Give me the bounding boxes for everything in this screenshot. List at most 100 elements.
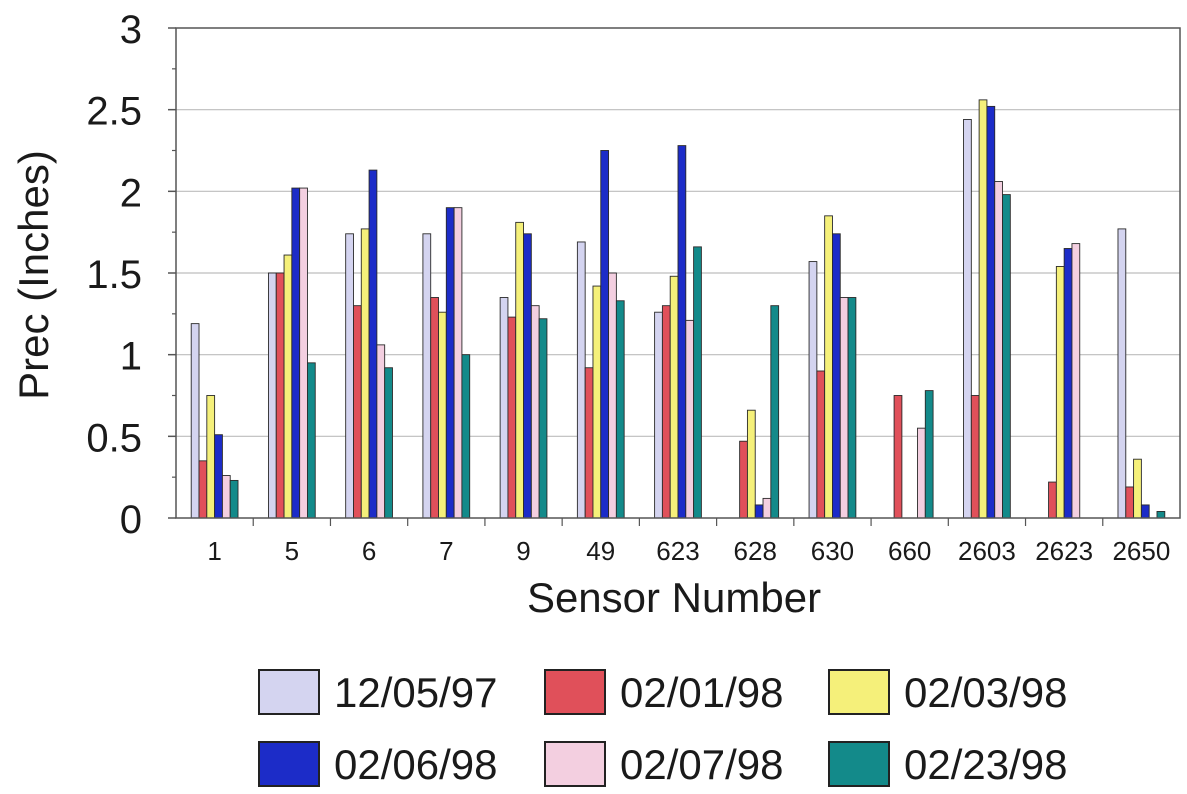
x-tick-label: 6: [362, 536, 376, 566]
bar-02-03-98-sensor-2650: [1133, 458, 1142, 519]
x-tick-label: 9: [516, 536, 530, 566]
bar-02-01-98-sensor-660: [893, 395, 903, 519]
x-tick-label: 660: [888, 536, 931, 566]
legend-swatch: [828, 741, 890, 787]
bar-02-06-98-sensor-1: [214, 434, 223, 519]
bar-02-03-98-sensor-623: [669, 275, 679, 519]
x-tick-label: 5: [285, 536, 299, 566]
x-tick-label: 2603: [958, 536, 1016, 566]
bar-02-23-98-sensor-630: [847, 297, 857, 519]
bars: [190, 99, 1166, 519]
bar-02-23-98-sensor-49: [615, 300, 625, 519]
bar-02-06-98-sensor-2650: [1140, 504, 1150, 519]
y-tick-label: 2: [120, 171, 142, 215]
bar-02-03-98-sensor-630: [824, 215, 833, 519]
bar-12-05-97-sensor-623: [654, 311, 663, 519]
legend-label: 02/07/98: [620, 741, 784, 788]
y-tick-labels: 0 0.5 1 1.5 2 2.5 3: [86, 8, 142, 542]
legend-label: 12/05/97: [334, 669, 498, 716]
bar-02-23-98-sensor-1: [229, 479, 239, 519]
legend-label: 02/06/98: [334, 741, 498, 788]
x-tick-label: 1: [207, 536, 221, 566]
bar-02-07-98-sensor-628: [762, 497, 772, 519]
bar-02-23-98-sensor-6: [384, 367, 393, 519]
axes: [168, 27, 1181, 526]
x-tick-label: 49: [586, 536, 615, 566]
bar-02-03-98-sensor-7: [438, 311, 447, 519]
y-tick-label: 0: [120, 498, 142, 542]
bar-02-07-98-sensor-49: [608, 272, 617, 519]
bar-02-07-98-sensor-660: [917, 427, 926, 519]
bar-02-23-98-sensor-2603: [1002, 194, 1011, 519]
bar-02-06-98-sensor-628: [754, 504, 764, 519]
bar-02-01-98-sensor-628: [739, 440, 748, 519]
bar-02-06-98-sensor-630: [832, 233, 841, 519]
legend-label: 02/03/98: [904, 669, 1068, 716]
bar-02-07-98-sensor-1: [221, 475, 231, 519]
bar-02-06-98-sensor-49: [600, 150, 610, 519]
bar-02-23-98-sensor-623: [693, 246, 702, 519]
bar-02-03-98-sensor-9: [515, 221, 524, 519]
bar-02-07-98-sensor-7: [453, 207, 463, 519]
legend-swatch: [544, 669, 606, 715]
legend-label: 02/01/98: [620, 669, 784, 716]
bar-02-01-98-sensor-2650: [1125, 486, 1135, 519]
bar-02-06-98-sensor-2623: [1063, 248, 1073, 519]
bar-02-01-98-sensor-5: [275, 272, 285, 519]
bar-02-03-98-sensor-6: [360, 228, 370, 519]
bar-02-01-98-sensor-2623: [1048, 481, 1057, 519]
bar-02-03-98-sensor-628: [746, 409, 756, 519]
bar-02-01-98-sensor-630: [816, 370, 826, 519]
bar-12-05-97-sensor-6: [345, 233, 354, 519]
x-tick-label: 623: [656, 536, 699, 566]
bar-12-05-97-sensor-2603: [963, 119, 972, 519]
x-tick-labels: 1 5 6 7 9 49 623 628 630 660 2603 2623 2650: [207, 536, 1170, 566]
legend-swatch: [544, 741, 606, 787]
bar-02-07-98-sensor-6: [376, 344, 386, 519]
legend-swatch: [258, 669, 320, 715]
y-axis-title: Prec (Inches): [10, 150, 57, 400]
bar-02-23-98-sensor-2650: [1156, 511, 1166, 519]
bar-02-07-98-sensor-630: [839, 297, 849, 519]
bar-02-06-98-sensor-2603: [986, 105, 996, 519]
bar-12-05-97-sensor-2650: [1117, 228, 1127, 519]
bar-02-23-98-sensor-660: [924, 390, 934, 519]
legend-label: 02/23/98: [904, 741, 1068, 788]
bar-02-06-98-sensor-9: [523, 233, 532, 519]
bar-02-07-98-sensor-2623: [1071, 243, 1081, 519]
bar-02-06-98-sensor-5: [291, 187, 301, 519]
y-tick-label: 2.5: [86, 90, 142, 134]
y-tick-label: 3: [120, 8, 142, 52]
bar-02-03-98-sensor-5: [283, 254, 293, 519]
bar-02-03-98-sensor-1: [206, 395, 216, 519]
bar-02-07-98-sensor-9: [530, 305, 540, 519]
bar-02-03-98-sensor-49: [592, 285, 602, 519]
legend-swatch: [828, 669, 890, 715]
bar-12-05-97-sensor-1: [190, 323, 200, 519]
bar-02-06-98-sensor-7: [445, 207, 455, 519]
bar-12-05-97-sensor-7: [422, 233, 432, 519]
bar-02-01-98-sensor-9: [507, 316, 517, 519]
x-tick-label: 2650: [1112, 536, 1170, 566]
bar-02-01-98-sensor-623: [661, 305, 671, 519]
bar-02-23-98-sensor-7: [461, 354, 471, 519]
bar-02-01-98-sensor-1: [198, 460, 208, 519]
bar-02-07-98-sensor-5: [299, 187, 308, 519]
x-tick-label: 630: [811, 536, 854, 566]
bar-02-01-98-sensor-7: [430, 297, 439, 519]
bar-12-05-97-sensor-9: [499, 297, 509, 519]
bar-12-05-97-sensor-49: [576, 241, 586, 519]
bar-02-06-98-sensor-623: [677, 145, 687, 519]
bar-02-03-98-sensor-2603: [978, 99, 988, 519]
bar-02-23-98-sensor-628: [770, 305, 780, 519]
bar-chart: 0 0.5 1 1.5 2 2.5 3 1 5 6 7 9 49 623 628 630 660 2603 262…: [10, 8, 1181, 621]
bar-02-01-98-sensor-2603: [970, 395, 980, 519]
y-tick-label: 1: [120, 335, 142, 379]
legend-swatch: [258, 741, 320, 787]
x-axis-title: Sensor Number: [527, 574, 821, 621]
y-tick-label: 1.5: [86, 253, 142, 297]
bar-02-06-98-sensor-6: [368, 169, 378, 519]
bar-02-01-98-sensor-49: [584, 367, 594, 519]
bar-02-01-98-sensor-6: [353, 305, 362, 519]
bar-02-07-98-sensor-2603: [994, 181, 1003, 519]
